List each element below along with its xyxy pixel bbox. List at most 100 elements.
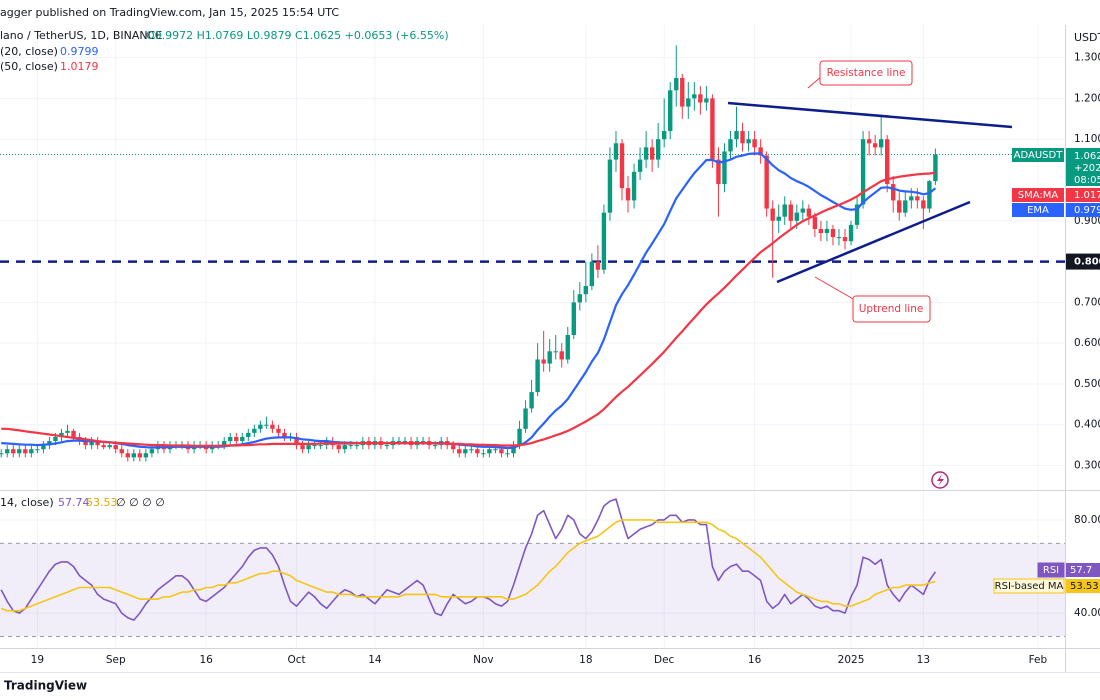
candle-body	[661, 131, 667, 140]
symbol-legend: lano / TetherUS, 1D, BINANCE	[0, 29, 162, 42]
candle-body	[252, 428, 257, 433]
price-tag-name-box	[1012, 188, 1064, 202]
candle-body	[698, 94, 703, 103]
rsi-legend-value: 57.74	[58, 496, 90, 509]
candle-body	[903, 200, 908, 213]
candle-body	[921, 200, 926, 209]
candle-body	[933, 154, 938, 182]
callout-connector	[814, 276, 856, 301]
candle-body	[571, 302, 576, 335]
y-tick-label: 0.300	[1074, 460, 1100, 472]
candle-body	[577, 294, 583, 303]
candle-body	[529, 392, 534, 409]
candle-body	[294, 436, 299, 446]
rsi-tag-name: RSI-based MA	[995, 581, 1064, 592]
rsi-tag-name-box	[993, 578, 1065, 594]
candle-body	[782, 204, 787, 217]
candle-body	[451, 445, 456, 450]
candle-body	[637, 159, 643, 172]
candle-body	[897, 200, 902, 213]
candle-body	[734, 131, 739, 140]
candle-body	[354, 445, 360, 447]
rsi-tag-name: RSI	[1043, 565, 1059, 576]
price-tag-box	[1066, 203, 1100, 217]
candle-body	[499, 449, 504, 454]
candle-body	[692, 94, 697, 99]
candle-body	[264, 424, 269, 426]
candle-body	[909, 196, 914, 201]
candle-body	[53, 436, 58, 442]
uptrend-trend-line	[776, 200, 971, 284]
candle-body	[872, 143, 878, 148]
candle-body	[812, 216, 818, 229]
candle-body	[728, 139, 733, 152]
axis-layer: 19 Sep 16 Oct 14 Nov 18 Dec 16 2025 13 Feb 0.300 0.40…	[31, 52, 1100, 666]
candle-body	[878, 139, 884, 148]
candle-body	[457, 449, 462, 454]
x-tick-label: Sep	[106, 654, 126, 666]
resistance-trend-line	[727, 101, 1013, 129]
y-tick-label: 40.00	[1074, 607, 1100, 619]
x-tick-label: Oct	[287, 654, 305, 666]
candle-body	[818, 228, 824, 234]
axis-unit[interactable]: USDT	[1074, 31, 1100, 44]
rsi-tag-label: 57.7	[1070, 565, 1092, 576]
candle-body	[125, 453, 130, 458]
indicator-line	[1, 171, 936, 447]
rsi-tag-box	[1066, 579, 1100, 593]
candle-body	[475, 449, 480, 454]
candle-body	[860, 139, 866, 205]
candle-body	[619, 143, 625, 189]
candle-body	[258, 424, 263, 429]
y-tick-label: 0.600	[1074, 337, 1100, 349]
candle-body	[674, 78, 679, 91]
candle-body	[806, 208, 812, 217]
candle-body	[559, 351, 564, 360]
brand[interactable]: TradingView	[4, 679, 87, 693]
candle-body	[842, 237, 848, 242]
candle-body	[704, 98, 709, 103]
candle-body	[348, 445, 353, 447]
candle-body	[722, 151, 727, 185]
price-tag-name: ADAUSDT	[1014, 150, 1064, 161]
candle-body	[432, 445, 438, 447]
candle-body	[649, 147, 655, 160]
candle-body	[505, 453, 510, 455]
candle-body	[740, 131, 745, 144]
x-tick-label: Nov	[473, 654, 494, 666]
y-tick-label: 0.500	[1074, 378, 1100, 390]
candle-body	[848, 224, 854, 242]
level-tag-label: 0.800	[1074, 257, 1100, 268]
candle-body	[41, 445, 46, 450]
y-tick-label: 1.300	[1074, 52, 1100, 64]
price-tag-name: EMA	[1027, 205, 1049, 216]
candle-body	[143, 453, 149, 458]
candle-body	[71, 430, 76, 437]
y-tick-label: 0.400	[1074, 419, 1100, 431]
rsi-ma-legend-value: 53.53	[86, 496, 118, 509]
candle-body	[11, 449, 16, 454]
candle-body	[589, 261, 595, 287]
candle-body	[716, 159, 721, 185]
price-tag-label: 1.062	[1074, 151, 1100, 162]
candle-body	[854, 204, 860, 225]
candle-body	[384, 445, 390, 447]
candle-body	[481, 453, 486, 455]
rsi-legend-extra: ∅ ∅ ∅ ∅	[116, 496, 165, 509]
candle-body	[535, 359, 540, 393]
candle-body	[318, 445, 323, 447]
callout-box	[852, 295, 931, 323]
price-tag-label: 0.979	[1074, 205, 1100, 216]
candle-body	[276, 428, 281, 433]
y-tick-label: 0.900	[1074, 215, 1100, 227]
price-tag-box	[1066, 148, 1100, 186]
candle-body	[312, 445, 317, 447]
candle-body	[752, 139, 757, 148]
candle-body	[119, 449, 124, 454]
x-tick-label: 13	[917, 654, 930, 666]
published-note: agger published on TradingView.com, Jan …	[0, 6, 339, 19]
x-tick-label: 16	[748, 654, 762, 666]
x-tick-label: 19	[31, 654, 44, 666]
x-tick-label: 18	[579, 654, 592, 666]
